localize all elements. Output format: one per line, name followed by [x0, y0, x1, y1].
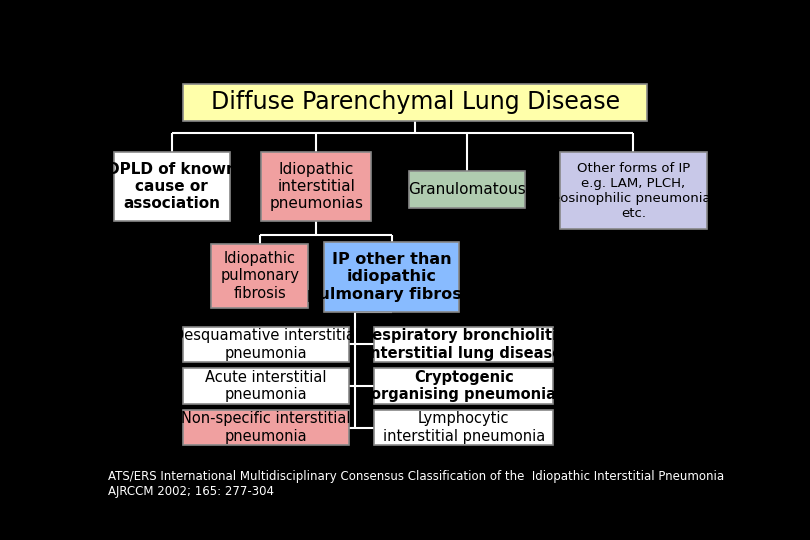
FancyBboxPatch shape	[183, 410, 349, 446]
Text: Idiopathic
interstitial
pneumonias: Idiopathic interstitial pneumonias	[269, 161, 363, 211]
Text: Lymphocytic
interstitial pneumonia: Lymphocytic interstitial pneumonia	[382, 411, 545, 444]
Text: IP other than
idiopathic
pulmonary fibrosis: IP other than idiopathic pulmonary fibro…	[307, 252, 476, 302]
FancyBboxPatch shape	[374, 368, 553, 404]
Text: Desquamative interstitial
pneumonia: Desquamative interstitial pneumonia	[173, 328, 359, 361]
Text: Diffuse Parenchymal Lung Disease: Diffuse Parenchymal Lung Disease	[211, 90, 620, 114]
FancyBboxPatch shape	[262, 152, 371, 221]
FancyBboxPatch shape	[374, 410, 553, 446]
Text: DPLD of known
cause or
association: DPLD of known cause or association	[107, 161, 237, 211]
Text: Respiratory bronchiolitis
interstitial lung disease: Respiratory bronchiolitis interstitial l…	[361, 328, 566, 361]
Text: Other forms of IP
e.g. LAM, PLCH,
eosinophilic pneumonia,
etc.: Other forms of IP e.g. LAM, PLCH, eosino…	[552, 161, 714, 220]
Text: ATS/ERS International Multidisciplinary Consensus Classification of the  Idiopat: ATS/ERS International Multidisciplinary …	[108, 470, 723, 498]
Text: Granulomatous: Granulomatous	[408, 182, 526, 197]
FancyBboxPatch shape	[374, 327, 553, 362]
FancyBboxPatch shape	[183, 327, 349, 362]
FancyBboxPatch shape	[183, 368, 349, 404]
Text: Non-specific interstitial
pneumonia: Non-specific interstitial pneumonia	[181, 411, 351, 444]
FancyBboxPatch shape	[560, 152, 707, 229]
FancyBboxPatch shape	[409, 171, 525, 208]
Text: Idiopathic
pulmonary
fibrosis: Idiopathic pulmonary fibrosis	[220, 251, 299, 301]
Text: Cryptogenic
organising pneumonia: Cryptogenic organising pneumonia	[371, 370, 556, 402]
Text: Acute interstitial
pneumonia: Acute interstitial pneumonia	[205, 370, 326, 402]
FancyBboxPatch shape	[183, 84, 647, 121]
FancyBboxPatch shape	[211, 244, 309, 308]
FancyBboxPatch shape	[324, 241, 459, 312]
FancyBboxPatch shape	[113, 152, 230, 221]
